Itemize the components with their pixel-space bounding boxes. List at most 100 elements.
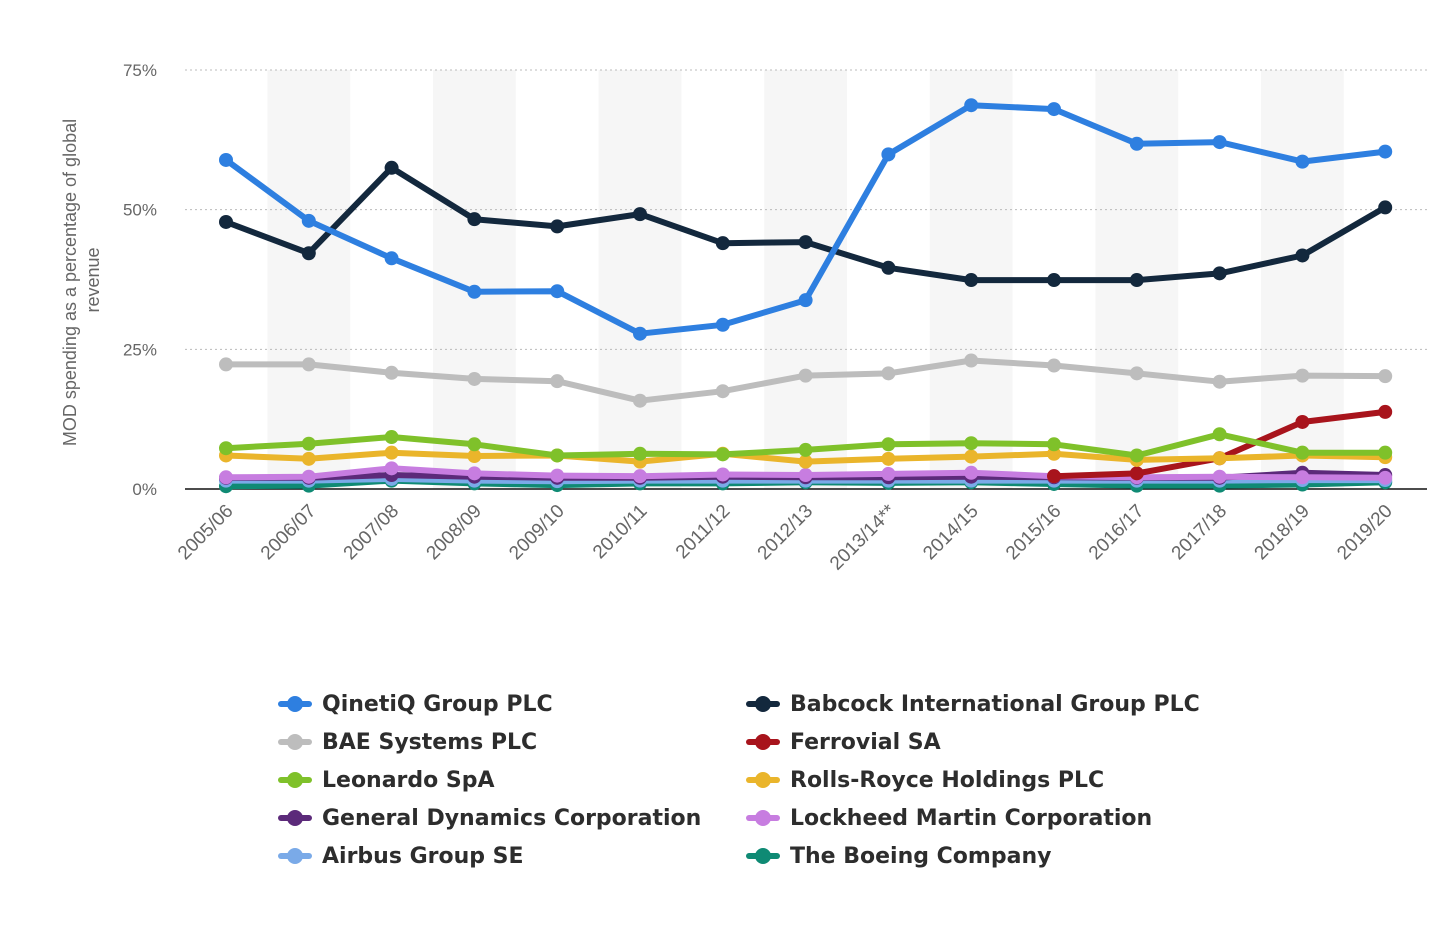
data-point[interactable] bbox=[1129, 448, 1144, 463]
data-point[interactable] bbox=[1212, 451, 1227, 466]
data-point[interactable] bbox=[1212, 469, 1227, 484]
data-point[interactable] bbox=[219, 441, 233, 456]
data-point[interactable] bbox=[1047, 273, 1061, 288]
data-point[interactable] bbox=[881, 451, 896, 466]
data-point[interactable] bbox=[467, 449, 482, 464]
data-point[interactable] bbox=[1047, 102, 1061, 117]
data-point[interactable] bbox=[384, 461, 399, 476]
data-point[interactable] bbox=[715, 467, 730, 482]
data-point[interactable] bbox=[715, 236, 730, 251]
data-point[interactable] bbox=[633, 446, 647, 461]
data-point[interactable] bbox=[1212, 427, 1227, 442]
x-axis-ticks: 2005/06 2006/07 2007/08 2008/09 2009/10 2010/… bbox=[174, 500, 1397, 574]
data-point[interactable] bbox=[964, 98, 979, 113]
data-point[interactable] bbox=[301, 451, 316, 466]
data-point[interactable] bbox=[1295, 248, 1310, 263]
data-point[interactable] bbox=[384, 251, 399, 266]
data-point[interactable] bbox=[881, 147, 896, 162]
data-point[interactable] bbox=[301, 357, 316, 372]
data-point[interactable] bbox=[550, 468, 565, 483]
data-point[interactable] bbox=[301, 469, 316, 484]
data-point[interactable] bbox=[219, 214, 233, 229]
data-point[interactable] bbox=[1378, 369, 1393, 384]
legend-item[interactable]: Rolls-Royce Holdings PLC bbox=[746, 761, 1104, 799]
data-point[interactable] bbox=[1295, 154, 1310, 169]
data-point[interactable] bbox=[384, 445, 399, 460]
data-point[interactable] bbox=[964, 436, 979, 451]
data-point[interactable] bbox=[1047, 469, 1061, 484]
data-point[interactable] bbox=[633, 393, 647, 408]
data-point[interactable] bbox=[219, 470, 233, 485]
data-point[interactable] bbox=[964, 353, 979, 368]
data-point[interactable] bbox=[798, 442, 813, 457]
data-point[interactable] bbox=[798, 235, 813, 250]
x-tick-label: 2011/12 bbox=[672, 501, 734, 563]
data-point[interactable] bbox=[715, 447, 730, 462]
data-point[interactable] bbox=[633, 326, 647, 341]
data-point[interactable] bbox=[550, 374, 565, 389]
data-point[interactable] bbox=[1129, 136, 1144, 151]
data-point[interactable] bbox=[633, 469, 647, 484]
data-point[interactable] bbox=[964, 449, 979, 464]
data-point[interactable] bbox=[467, 437, 482, 452]
data-point[interactable] bbox=[467, 284, 482, 299]
legend-item[interactable]: The Boeing Company bbox=[746, 837, 1051, 875]
data-point[interactable] bbox=[798, 468, 813, 483]
data-point[interactable] bbox=[1295, 368, 1310, 383]
data-point[interactable] bbox=[715, 384, 730, 399]
x-tick-label: 2018/19 bbox=[1251, 501, 1314, 564]
data-point[interactable] bbox=[798, 454, 813, 469]
data-point[interactable] bbox=[1295, 445, 1310, 460]
data-point[interactable] bbox=[1378, 200, 1393, 215]
data-point[interactable] bbox=[964, 273, 979, 288]
data-point[interactable] bbox=[384, 365, 399, 380]
legend-item[interactable]: Lockheed Martin Corporation bbox=[746, 799, 1152, 837]
data-point[interactable] bbox=[1212, 266, 1227, 281]
data-point[interactable] bbox=[384, 160, 399, 175]
data-point[interactable] bbox=[1129, 273, 1144, 288]
data-point[interactable] bbox=[881, 260, 896, 275]
data-point[interactable] bbox=[1378, 445, 1393, 460]
data-point[interactable] bbox=[384, 430, 399, 445]
data-point[interactable] bbox=[798, 293, 813, 308]
data-point[interactable] bbox=[550, 284, 565, 299]
data-point[interactable] bbox=[881, 466, 896, 481]
data-point[interactable] bbox=[1129, 466, 1144, 481]
data-point[interactable] bbox=[301, 436, 316, 451]
data-point[interactable] bbox=[467, 466, 482, 481]
data-point[interactable] bbox=[467, 212, 482, 227]
legend-item[interactable]: General Dynamics Corporation bbox=[278, 799, 701, 837]
legend-item[interactable]: Ferrovial SA bbox=[746, 723, 941, 761]
data-point[interactable] bbox=[798, 368, 813, 383]
data-point[interactable] bbox=[301, 213, 316, 228]
data-point[interactable] bbox=[1047, 437, 1061, 452]
data-point[interactable] bbox=[881, 437, 896, 452]
legend-label: The Boeing Company bbox=[790, 843, 1052, 869]
data-point[interactable] bbox=[467, 371, 482, 386]
data-point[interactable] bbox=[1047, 358, 1061, 373]
data-point[interactable] bbox=[1378, 470, 1393, 485]
data-point[interactable] bbox=[550, 448, 565, 463]
data-point[interactable] bbox=[1129, 366, 1144, 381]
data-point[interactable] bbox=[881, 366, 896, 381]
data-point[interactable] bbox=[1378, 404, 1393, 419]
data-point[interactable] bbox=[1378, 144, 1393, 159]
legend-item[interactable]: Leonardo SpA bbox=[278, 761, 495, 799]
legend-item[interactable]: Babcock International Group PLC bbox=[746, 685, 1200, 723]
data-point[interactable] bbox=[715, 317, 730, 332]
data-point[interactable] bbox=[1295, 414, 1310, 429]
data-point[interactable] bbox=[964, 465, 979, 480]
data-point[interactable] bbox=[633, 207, 647, 222]
data-point[interactable] bbox=[1212, 374, 1227, 389]
y-tick-label: 50% bbox=[123, 201, 157, 220]
data-point[interactable] bbox=[1295, 470, 1310, 485]
series-group bbox=[219, 427, 1393, 463]
data-point[interactable] bbox=[219, 357, 233, 372]
legend-item[interactable]: BAE Systems PLC bbox=[278, 723, 537, 761]
data-point[interactable] bbox=[1212, 135, 1227, 150]
data-point[interactable] bbox=[301, 246, 316, 261]
legend-item[interactable]: Airbus Group SE bbox=[278, 837, 524, 875]
data-point[interactable] bbox=[550, 219, 565, 234]
data-point[interactable] bbox=[219, 152, 233, 167]
legend-item[interactable]: QinetiQ Group PLC bbox=[278, 685, 553, 723]
